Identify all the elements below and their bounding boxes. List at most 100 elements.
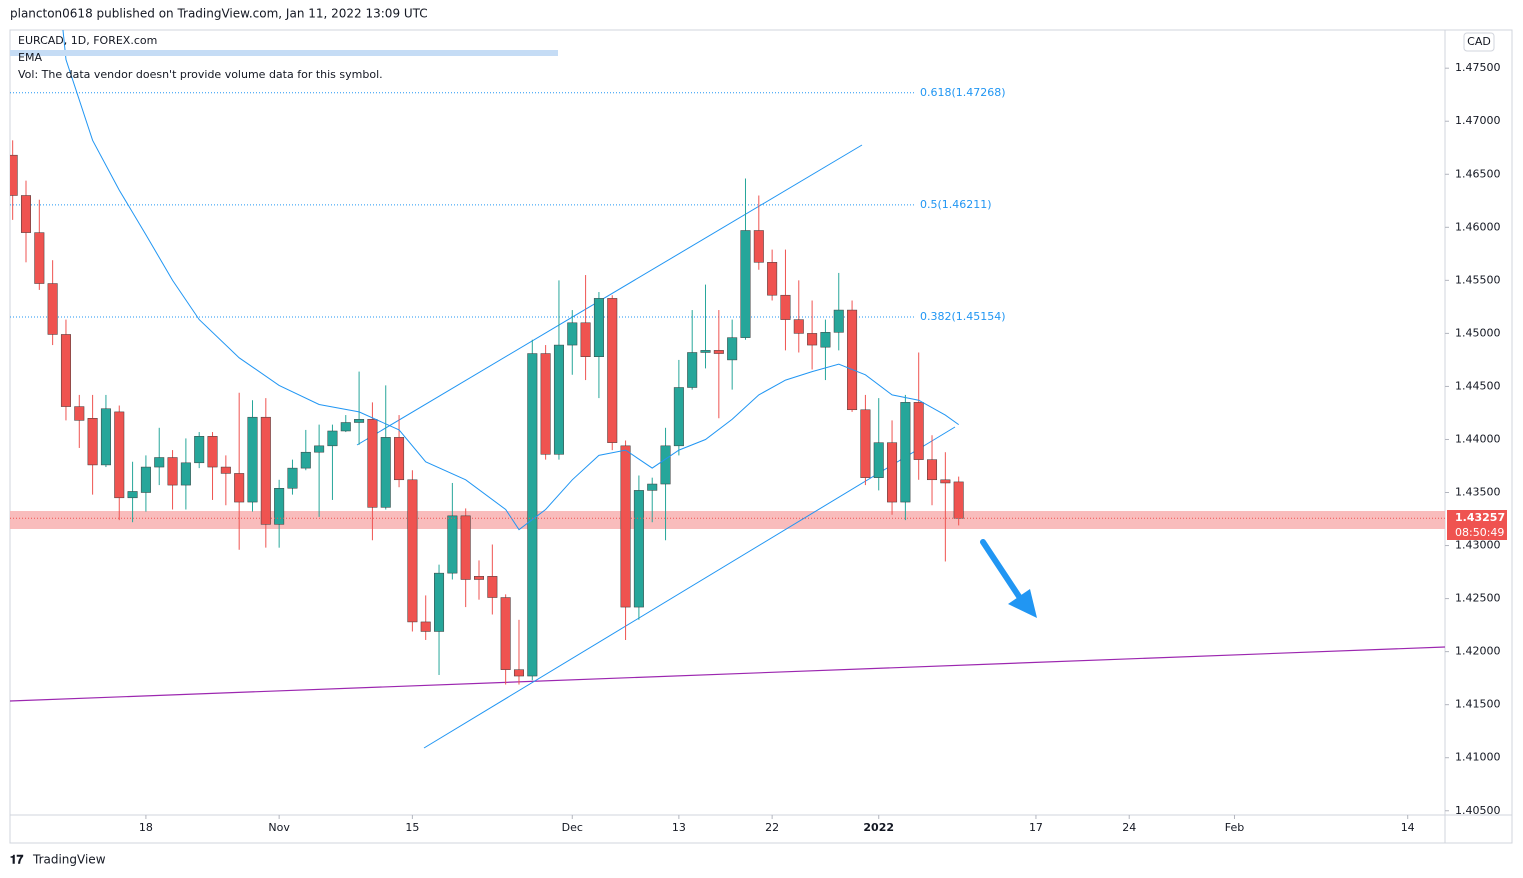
header-text: plancton0618 published on TradingView.co… xyxy=(10,7,428,21)
last-price-label: 1.43257 xyxy=(1455,511,1505,524)
candle-body xyxy=(527,353,538,677)
indicator-label: Vol: The data vendor doesn't provide vol… xyxy=(18,68,383,81)
candle-body xyxy=(114,411,125,499)
candle-body xyxy=(180,462,191,486)
ema-line xyxy=(62,30,959,531)
y-tick-label: 1.47500 xyxy=(1455,61,1501,74)
x-tick-label: 15 xyxy=(405,821,419,834)
candle-body xyxy=(727,337,738,361)
candle-body xyxy=(420,621,431,632)
candle-body xyxy=(900,402,911,503)
candle-body xyxy=(300,451,311,469)
x-tick-label: 18 xyxy=(139,821,153,834)
candle-body xyxy=(474,576,485,580)
x-tick-label: 13 xyxy=(672,821,686,834)
candle-body xyxy=(10,154,18,196)
candle-body xyxy=(887,442,898,503)
candle-body xyxy=(700,350,711,353)
candle-body xyxy=(607,298,618,443)
y-tick-label: 1.43000 xyxy=(1455,539,1501,552)
candle-body xyxy=(620,445,631,608)
candle-body xyxy=(394,437,405,481)
y-tick-label: 1.41000 xyxy=(1455,751,1501,764)
fib-label: 0.382(1.45154) xyxy=(920,310,1006,323)
candle-body xyxy=(567,322,578,346)
candle-body xyxy=(140,466,151,493)
candle-body xyxy=(807,333,818,346)
candle-body xyxy=(940,479,951,484)
currency-badge[interactable] xyxy=(1463,32,1495,52)
candle-body xyxy=(633,490,644,608)
indicator-label: EMA xyxy=(18,51,42,64)
y-tick-label: 1.40500 xyxy=(1455,804,1501,817)
candle-body xyxy=(793,319,804,334)
legend-highlight xyxy=(10,50,558,56)
x-tick-label: Nov xyxy=(268,821,290,834)
brand: TradingView xyxy=(32,853,106,867)
candle-body xyxy=(167,457,178,486)
candle-body xyxy=(553,344,564,455)
candle-body xyxy=(953,481,964,519)
candle-body xyxy=(927,459,938,481)
candle-body xyxy=(34,232,45,284)
candle-body xyxy=(660,445,671,485)
candle-body xyxy=(540,353,551,455)
candle-body xyxy=(687,352,698,388)
candle-body xyxy=(753,230,764,263)
candle-body xyxy=(207,436,218,468)
candle-body xyxy=(234,473,245,503)
y-tick-label: 1.47000 xyxy=(1455,114,1501,127)
arrow-head xyxy=(1008,589,1037,618)
candle-body xyxy=(913,402,924,460)
x-tick-label: Feb xyxy=(1225,821,1244,834)
candle-body xyxy=(47,283,58,335)
candle-body xyxy=(434,572,445,632)
fib-label: 0.618(1.47268) xyxy=(920,86,1006,99)
candle-body xyxy=(593,298,604,357)
x-tick-label: 22 xyxy=(765,821,779,834)
candle-body xyxy=(260,416,271,525)
candle-body xyxy=(87,418,98,466)
candle-body xyxy=(460,515,471,580)
arrow xyxy=(980,539,1037,618)
candle-body xyxy=(20,195,31,233)
candle-body xyxy=(860,409,871,478)
candle-body xyxy=(247,416,258,503)
candle-body xyxy=(833,309,844,333)
candle-body xyxy=(327,430,338,447)
y-tick-label: 1.45500 xyxy=(1455,273,1501,286)
chart-frame xyxy=(9,29,1513,844)
candle-body xyxy=(100,408,111,466)
y-tick-label: 1.42500 xyxy=(1455,592,1501,605)
candle-body xyxy=(380,437,391,508)
candle-body xyxy=(740,230,751,338)
candle-body xyxy=(74,406,85,421)
y-tick-label: 1.44500 xyxy=(1455,379,1501,392)
candle-body xyxy=(354,419,365,423)
y-tick-label: 1.45000 xyxy=(1455,326,1501,339)
y-tick-label: 1.46000 xyxy=(1455,220,1501,233)
candle-body xyxy=(154,457,165,468)
candle-body xyxy=(580,322,591,357)
x-tick-label: Dec xyxy=(562,821,583,834)
candle-body xyxy=(220,466,231,474)
y-tick-label: 1.43500 xyxy=(1455,486,1501,499)
channel-lower xyxy=(423,426,956,749)
candle-body xyxy=(314,445,325,453)
header-bar xyxy=(0,0,1523,30)
candle-body xyxy=(194,436,205,464)
last-price-box xyxy=(1447,510,1507,540)
candle-body xyxy=(767,262,778,296)
candle-body xyxy=(367,419,378,508)
y-tick-label: 1.41500 xyxy=(1455,698,1501,711)
brand-logo: 𝟏𝟕 xyxy=(10,853,24,867)
candle-body xyxy=(713,350,724,354)
candle-body xyxy=(673,387,684,447)
candle-body xyxy=(780,294,791,320)
candle-body xyxy=(447,515,458,574)
y-tick-label: 1.42000 xyxy=(1455,645,1501,658)
candle-body xyxy=(60,334,71,407)
candle-body xyxy=(407,479,418,623)
support-zone xyxy=(10,511,1445,529)
